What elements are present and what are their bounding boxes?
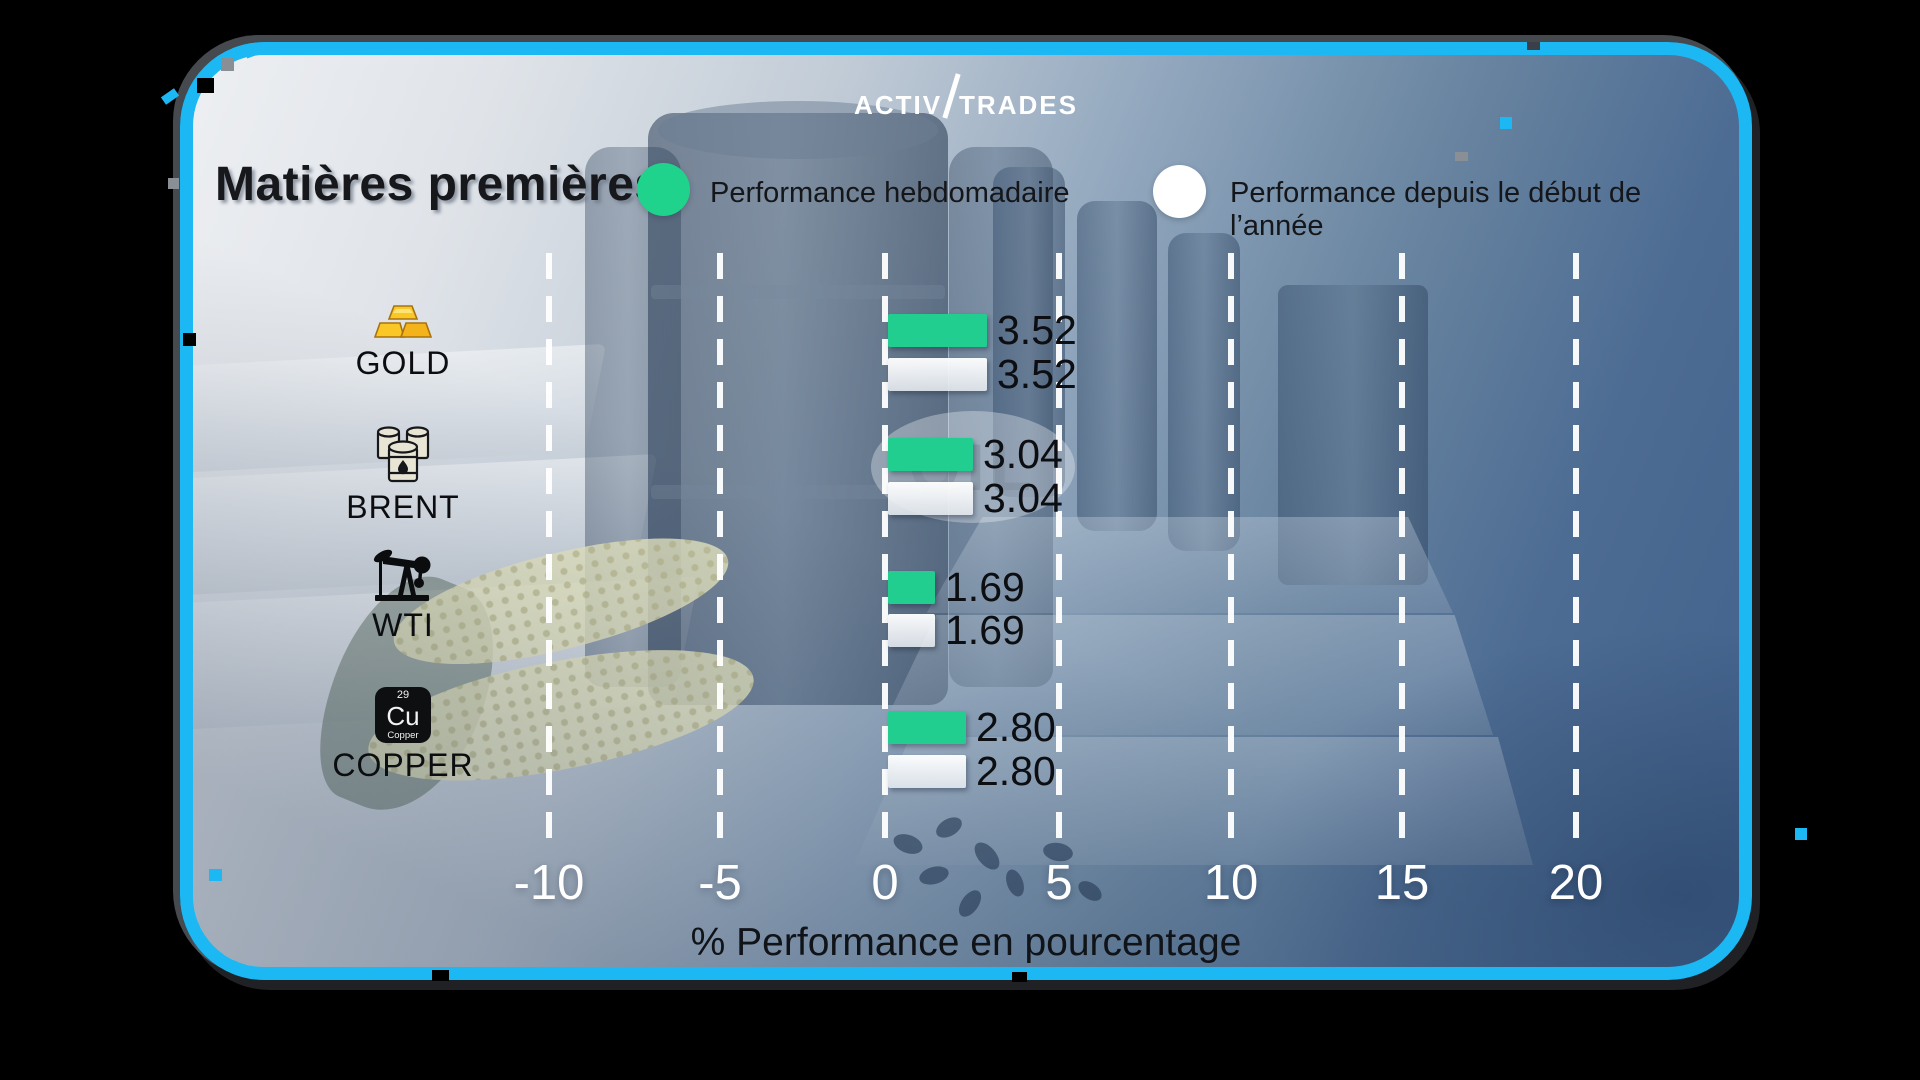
x-tick: 15: [1374, 856, 1430, 910]
background-barrel-band: [651, 285, 945, 299]
legend-weekly-label: Performance hebdomadaire: [710, 177, 1070, 209]
bar-value: 3.04: [983, 430, 1063, 477]
bar-value: 2.80: [976, 747, 1056, 794]
glitch-artifact: [432, 970, 449, 981]
bar-wti-weekly: [888, 570, 935, 604]
background-seed: [1074, 876, 1106, 906]
legend-ytd-label: Performance depuis le début de l’année: [1230, 177, 1642, 242]
bar-row-copper-weekly: 2.80: [888, 706, 1056, 747]
bar-value: 3.04: [983, 474, 1063, 521]
chart-title: Matières premières: [215, 158, 662, 211]
glitch-artifact: [1795, 828, 1807, 840]
activtrades-logo: Activ Trades: [193, 72, 1739, 122]
bar-value: 2.80: [976, 703, 1056, 750]
category-wti: WTI: [315, 543, 491, 644]
x-tick: -5: [698, 856, 742, 910]
bar-row-wti-weekly: 1.69: [888, 566, 1025, 607]
bar-gold-ytd: [888, 357, 987, 391]
x-tick: 0: [871, 856, 899, 910]
bar-wti-ytd: [888, 613, 935, 647]
bar-row-brent-weekly: 3.04: [888, 433, 1063, 474]
background-seed: [954, 886, 986, 921]
bar-value: 1.69: [945, 606, 1025, 653]
bar-copper-ytd: [888, 754, 966, 788]
bar-row-copper-ytd: 2.80: [888, 750, 1056, 791]
background-seed: [890, 830, 926, 858]
copper-symbol: Cu: [386, 700, 420, 731]
legend-ytd-dot: [1153, 165, 1206, 218]
x-tick: 5: [1045, 856, 1073, 910]
background-copper-cylinder: [1077, 201, 1157, 531]
bar-copper-weekly: [888, 710, 966, 744]
bar-row-brent-ytd: 3.04: [888, 477, 1063, 518]
bar-row-gold-weekly: 3.52: [888, 309, 1077, 350]
category-copper: 29 Cu Copper COPPER: [315, 687, 491, 784]
bar-value: 1.69: [945, 563, 1025, 610]
gridline--10: [546, 253, 552, 849]
glitch-artifact: [183, 333, 196, 346]
glitch-artifact: [1455, 152, 1468, 161]
x-tick: -10: [513, 856, 585, 910]
category-label: WTI: [372, 607, 434, 643]
bar-row-gold-ytd: 3.52: [888, 353, 1077, 394]
oil-barrels-icon: [376, 426, 430, 483]
oil-pump-jack-icon: [373, 549, 431, 601]
x-tick: 10: [1203, 856, 1259, 910]
category-label: COPPER: [332, 747, 474, 783]
glitch-artifact: [168, 178, 179, 189]
logo-text-trades: Trades: [959, 81, 1078, 122]
copper-name: Copper: [387, 729, 419, 741]
logo-slash-icon: [942, 72, 961, 119]
gridline--5: [717, 253, 723, 849]
glitch-artifact: [209, 869, 222, 881]
background-oil-barrel: [585, 147, 681, 687]
bar-brent-ytd: [888, 481, 973, 515]
gridline-10: [1228, 253, 1234, 849]
glitch-artifact: [197, 78, 214, 93]
category-label: GOLD: [355, 345, 451, 381]
glitch-artifact: [221, 58, 234, 71]
background-seed: [969, 837, 1005, 875]
bar-value: 3.52: [997, 306, 1077, 353]
legend-weekly-dot: [637, 163, 690, 216]
glitch-artifact: [1527, 42, 1540, 50]
x-axis-label: % Performance en pourcentage: [690, 921, 1242, 964]
copper-element-icon: 29 Cu Copper: [375, 687, 431, 743]
logo-text-activ: Activ: [854, 81, 943, 122]
gridline-20: [1573, 253, 1579, 849]
background-seed: [932, 813, 966, 842]
bar-brent-weekly: [888, 437, 973, 471]
background-seed: [1002, 867, 1028, 899]
bar-gold-weekly: [888, 313, 987, 347]
category-brent: BRENT: [315, 423, 491, 526]
infographic-card: OIL Activ Trades Matières premières Perf…: [180, 42, 1752, 980]
background-seed: [917, 863, 951, 888]
glitch-artifact: [1012, 972, 1027, 982]
gridline-15: [1399, 253, 1405, 849]
x-tick: 20: [1548, 856, 1604, 910]
gold-bars-icon: [374, 305, 432, 338]
category-gold: GOLD: [315, 303, 491, 382]
copper-atomic-number: 29: [396, 688, 410, 701]
bar-value: 3.52: [997, 350, 1077, 397]
gridline-5: [1056, 253, 1062, 849]
bar-row-wti-ytd: 1.69: [888, 609, 1025, 650]
glitch-artifact: [1500, 117, 1512, 129]
glitch-artifact: [160, 88, 180, 105]
background-copper-block: [1278, 285, 1428, 585]
category-label: BRENT: [346, 489, 460, 525]
